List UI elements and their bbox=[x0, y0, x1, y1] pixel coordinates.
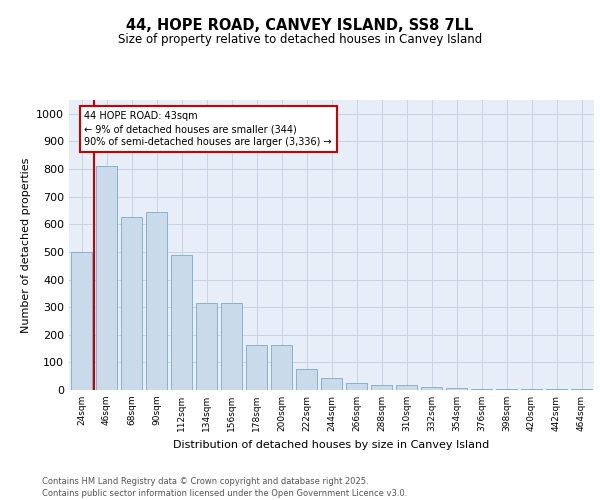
Bar bbox=[146, 212, 167, 390]
Bar bbox=[196, 303, 217, 390]
Bar bbox=[521, 389, 542, 390]
Bar bbox=[546, 388, 567, 390]
Text: 44, HOPE ROAD, CANVEY ISLAND, SS8 7LL: 44, HOPE ROAD, CANVEY ISLAND, SS8 7LL bbox=[127, 18, 473, 32]
Bar bbox=[321, 378, 342, 390]
Text: Contains HM Land Registry data © Crown copyright and database right 2025.
Contai: Contains HM Land Registry data © Crown c… bbox=[42, 476, 407, 498]
Bar bbox=[346, 383, 367, 390]
Text: Size of property relative to detached houses in Canvey Island: Size of property relative to detached ho… bbox=[118, 32, 482, 46]
Bar bbox=[96, 166, 117, 390]
Bar bbox=[171, 254, 192, 390]
X-axis label: Distribution of detached houses by size in Canvey Island: Distribution of detached houses by size … bbox=[173, 440, 490, 450]
Bar bbox=[471, 388, 492, 390]
Bar bbox=[71, 252, 92, 390]
Bar bbox=[221, 303, 242, 390]
Bar bbox=[371, 385, 392, 390]
Bar bbox=[296, 370, 317, 390]
Bar bbox=[271, 346, 292, 390]
Bar bbox=[446, 388, 467, 390]
Y-axis label: Number of detached properties: Number of detached properties bbox=[20, 158, 31, 332]
Bar bbox=[246, 346, 267, 390]
Bar bbox=[396, 385, 417, 390]
Bar bbox=[496, 388, 517, 390]
Bar bbox=[121, 218, 142, 390]
Text: 44 HOPE ROAD: 43sqm
← 9% of detached houses are smaller (344)
90% of semi-detach: 44 HOPE ROAD: 43sqm ← 9% of detached hou… bbox=[85, 111, 332, 148]
Bar bbox=[421, 387, 442, 390]
